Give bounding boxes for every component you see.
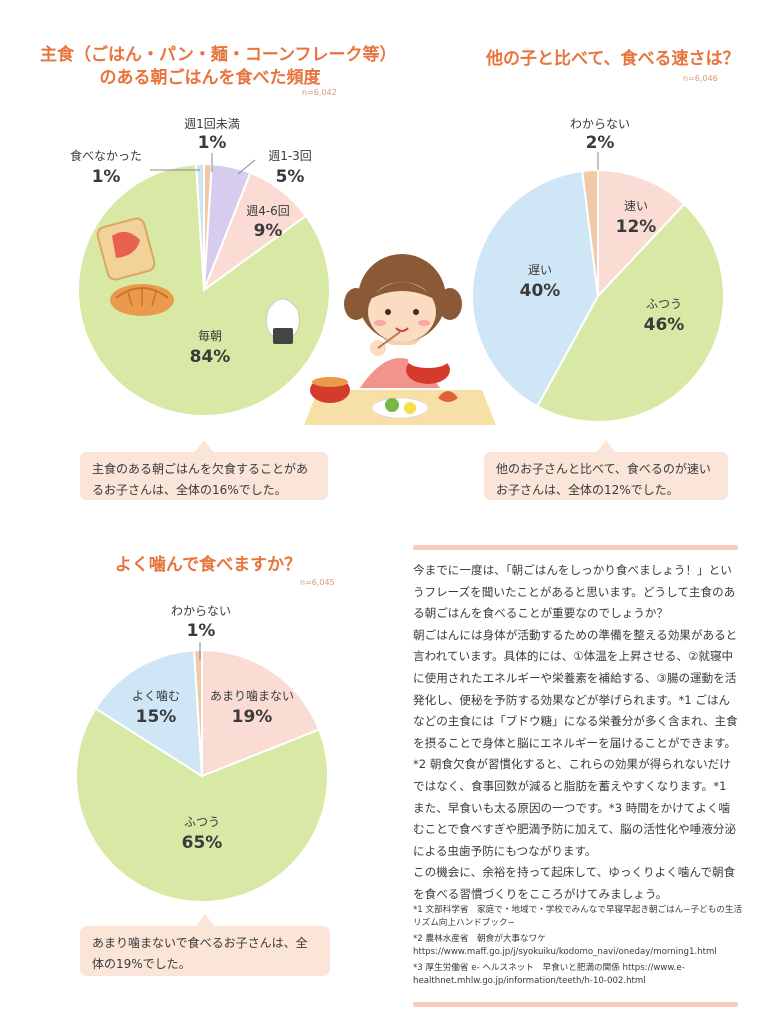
chart1-label-1: 週1-3回 [268,149,312,163]
chart1-label-3: 毎朝 [198,328,222,343]
references: *1 文部科学省 家庭で・地域で・学校でみんなで早寝早起き朝ごはん−子どもの生活… [413,904,743,991]
girl-eating-illustration [304,254,496,425]
chart2-slice-0 [597,168,686,299]
chart3-pct-0: 19% [232,707,273,727]
chart3-n: n=6,045 [300,578,335,587]
article-bottom-rule [413,1002,738,1007]
chart2-label-3: わからない [570,117,630,131]
chart3-label-2: よく噛む [132,689,180,703]
chart2-label-2: 遅い [528,263,552,277]
chart2-pct-1: 46% [644,315,685,335]
croissant-icon [110,284,174,316]
chart2-slice-1 [535,202,726,423]
reference-3: *3 厚生労働省 e- ヘルスネット 早食いと肥満の関係 https://www… [413,963,685,986]
chart2-pct-2: 40% [520,281,561,301]
chart1-callout: 主食のある朝ごはんを欠食することがあるお子さんは、全体の16%でした。 [80,440,328,500]
chart1-title: 主食（ごはん・パン・麺・コーンフレーク等） のある朝ごはんを食べた頻度 [40,44,397,90]
chart1-pct-4: 1% [92,167,121,187]
article: 今までに一度は、「朝ごはんをしっかり食べましょう！」というフレーズを聞いたことが… [413,560,738,906]
article-paragraph-2: 朝ごはんには身体が活動するための準備を整える効果があると言われています。具体的に… [413,627,738,858]
chart3-pct-1: 65% [182,833,223,853]
chart1-pct-0: 1% [198,133,227,153]
chart3-label-1: ふつう [184,815,220,829]
chart3-slice-1 [75,707,329,903]
chart2-callout: 他のお子さんと比べて、食べるのが速いお子さんは、全体の12%でした。 [484,440,728,500]
chart3-slice-2 [94,649,204,778]
reference-1: *1 文部科学省 家庭で・地域で・学校でみんなで早寝早起き朝ごはん−子どもの生活… [413,905,743,928]
reference-2: *2 農林水産省 朝食が大事なワケ https://www.maff.go.jp… [413,934,717,957]
chart1-label-0: 週1回未満 [184,117,240,131]
article-paragraph-3: この機会に、余裕を持って起床して、ゆっくりよく噛んで朝食を食べる習慣づくりをここ… [413,865,736,901]
chart1-n: n=6,042 [302,88,337,97]
chart3-pct-2: 15% [136,707,177,727]
chart3-pct-3: 1% [187,621,216,641]
chart1-pct-2: 9% [254,221,283,241]
chart3-title: よく噛んで食べますか？ [114,555,302,575]
chart2-pct-0: 12% [616,217,657,237]
chart2-label-0: 速い [624,199,648,213]
chart1-title-line2: のある朝ごはんを食べた頻度 [99,68,321,88]
chart2-slice-2 [471,169,600,408]
chart1-pct-1: 5% [276,167,305,187]
onigiri-icon [265,298,300,344]
chart2-title: 他の子と比べて、食べる速さは？ [486,49,740,69]
chart3-label-0: あまり噛まない [210,689,294,703]
chart3-callout: あまり噛まないで食べるお子さんは、全体の19%でした。 [80,914,330,976]
chart2-pct-3: 2% [586,133,615,153]
chart3-slice-3 [193,648,203,777]
chart2-label-1: ふつう [646,297,682,311]
chart2-pie [471,168,726,423]
chart1-label-2: 週4-6回 [246,204,290,218]
chart3-slice-0 [201,648,321,778]
chart1-title-line1: 主食（ごはん・パン・麺・コーンフレーク等） [40,45,397,65]
chart1-slice-4 [195,162,205,291]
chart1-label-4: 食べなかった [70,148,142,163]
article-paragraph-1: 今までに一度は、「朝ごはんをしっかり食べましょう！」というフレーズを聞いたことが… [413,563,736,621]
chart2-n: n=6,046 [683,74,718,83]
chart1-pct-3: 84% [190,347,231,367]
chart3-pie [75,648,329,903]
article-top-rule [413,545,738,550]
chart3-label-3: わからない [171,604,231,618]
toast-icon [96,217,156,281]
